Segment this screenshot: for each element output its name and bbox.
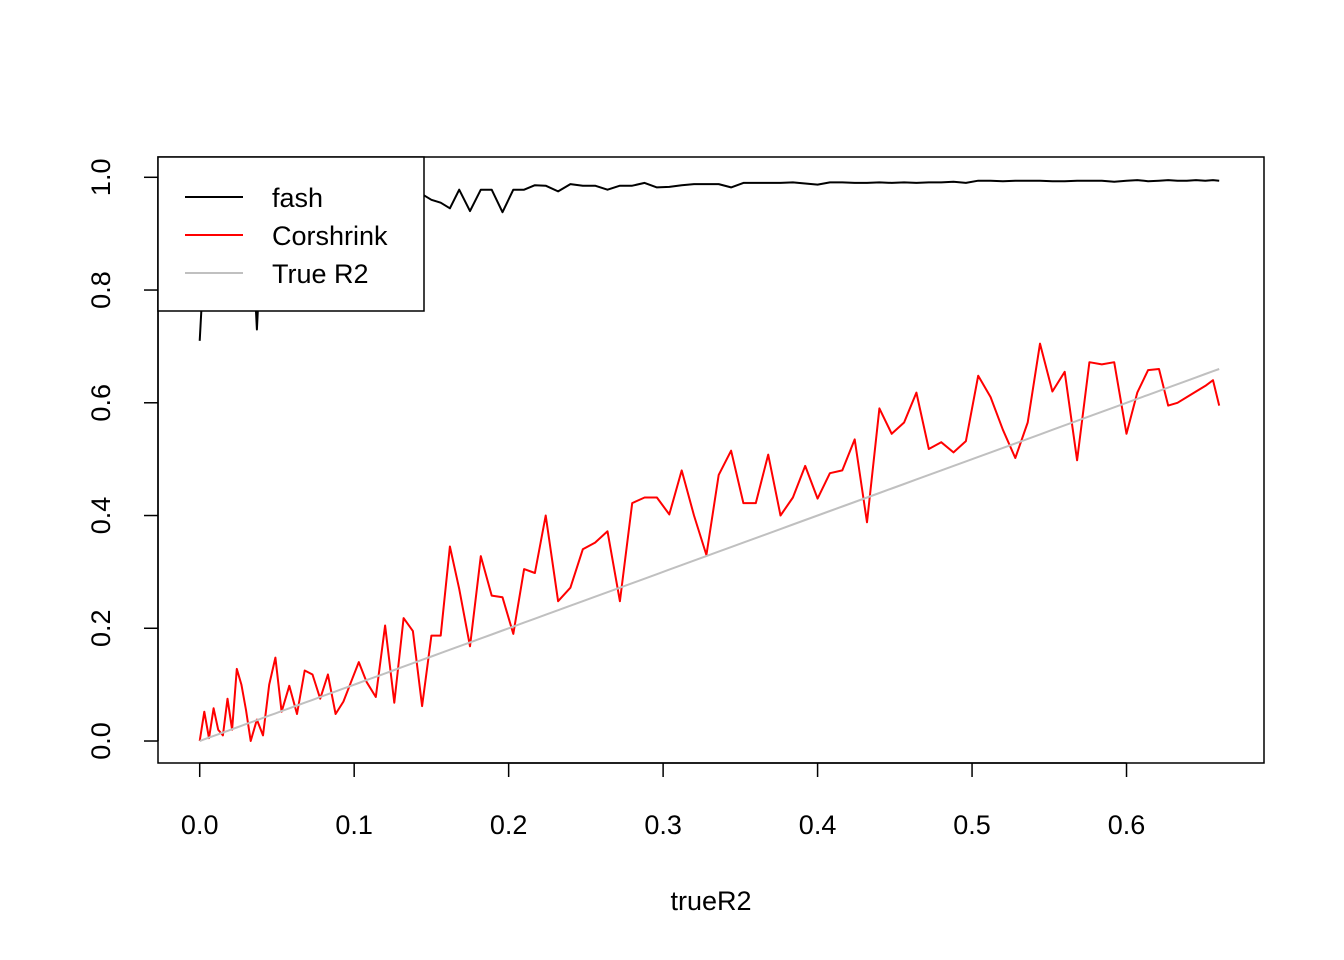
x-tick-label: 0.2 [490, 810, 528, 840]
x-tick-label: 0.5 [953, 810, 991, 840]
y-tick-label: 0.0 [86, 722, 116, 760]
x-tick-label: 0.1 [335, 810, 373, 840]
x-axis: 0.0 0.1 0.2 0.3 0.4 0.5 0.6 [181, 762, 1146, 840]
y-tick-label: 0.2 [86, 609, 116, 647]
y-tick-label: 0.4 [86, 497, 116, 535]
series-line-corshrink [198, 342, 1221, 742]
x-tick-label: 0.0 [181, 810, 219, 840]
x-tick-label: 0.6 [1108, 810, 1146, 840]
y-tick-label: 0.8 [86, 271, 116, 309]
y-tick-label: 0.6 [86, 384, 116, 422]
legend-label: fash [272, 183, 323, 213]
series-line-true-r2 [199, 368, 1220, 742]
x-tick-label: 0.4 [799, 810, 837, 840]
x-axis-title: trueR2 [670, 886, 751, 916]
y-axis: 0.0 0.2 0.4 0.6 0.8 1.0 [86, 159, 159, 760]
legend-label: Corshrink [272, 221, 388, 251]
legend: fash Corshrink True R2 [157, 156, 425, 312]
legend-label: True R2 [272, 259, 369, 289]
y-tick-label: 1.0 [86, 159, 116, 197]
x-tick-label: 0.3 [644, 810, 682, 840]
